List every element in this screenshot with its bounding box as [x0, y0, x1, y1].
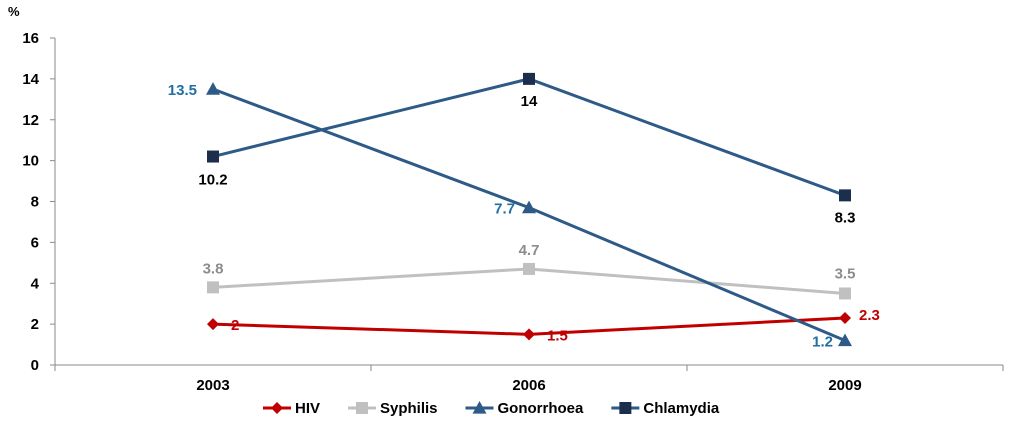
legend-label-syphilis: Syphilis	[380, 400, 438, 417]
data-label-chlamydia: 10.2	[198, 172, 227, 189]
data-label-hiv: 2	[231, 317, 239, 334]
data-label-hiv: 2.3	[859, 307, 880, 324]
data-point-syphilis	[839, 287, 851, 300]
y-tick-label: 4	[31, 275, 40, 292]
data-label-chlamydia: 8.3	[835, 209, 856, 226]
legend-label-gonorrhoea: Gonorrhoea	[498, 400, 584, 417]
data-point-chlamydia	[839, 189, 851, 202]
legend-marker-syphilis	[356, 402, 369, 414]
data-point-gonorrhoea	[522, 200, 536, 214]
y-tick-label: 10	[22, 153, 39, 170]
y-tick-label: 12	[22, 112, 39, 129]
y-tick-label: 2	[31, 316, 39, 333]
y-axis-unit-label: %	[8, 4, 20, 19]
legend-marker-hiv	[271, 402, 283, 414]
data-point-gonorrhoea	[838, 333, 852, 347]
data-point-chlamydia	[207, 150, 219, 163]
y-tick-label: 0	[31, 357, 39, 374]
data-point-syphilis	[207, 281, 219, 294]
data-label-chlamydia: 14	[521, 93, 538, 110]
data-label-gonorrhoea: 1.2	[812, 333, 833, 350]
data-point-hiv	[839, 311, 851, 324]
data-point-hiv	[207, 318, 219, 331]
data-point-chlamydia	[523, 72, 535, 85]
data-label-syphilis: 3.5	[835, 265, 856, 282]
data-label-gonorrhoea: 7.7	[494, 201, 515, 218]
legend-label-chlamydia: Chlamydia	[643, 400, 720, 417]
series-line-gonorrhoea	[212, 87, 846, 342]
legend-label-hiv: HIV	[295, 400, 320, 417]
data-point-hiv	[523, 328, 535, 341]
data-label-hiv: 1.5	[547, 327, 568, 344]
data-point-syphilis	[523, 262, 535, 275]
data-point-gonorrhoea	[206, 82, 220, 95]
y-tick-label: 8	[31, 194, 39, 211]
y-tick-label: 16	[22, 30, 39, 47]
y-tick-label: 6	[31, 234, 39, 251]
legend-marker-chlamydia	[619, 402, 632, 414]
x-tick-label: 2009	[828, 377, 861, 394]
data-label-gonorrhoea: 13.5	[168, 82, 197, 99]
x-tick-label: 2006	[512, 377, 545, 394]
x-tick-label: 2003	[196, 377, 229, 394]
legend-marker-gonorrhoea	[472, 401, 487, 414]
data-label-syphilis: 4.7	[519, 242, 540, 259]
y-tick-label: 14	[22, 71, 39, 88]
data-label-syphilis: 3.8	[203, 260, 224, 277]
